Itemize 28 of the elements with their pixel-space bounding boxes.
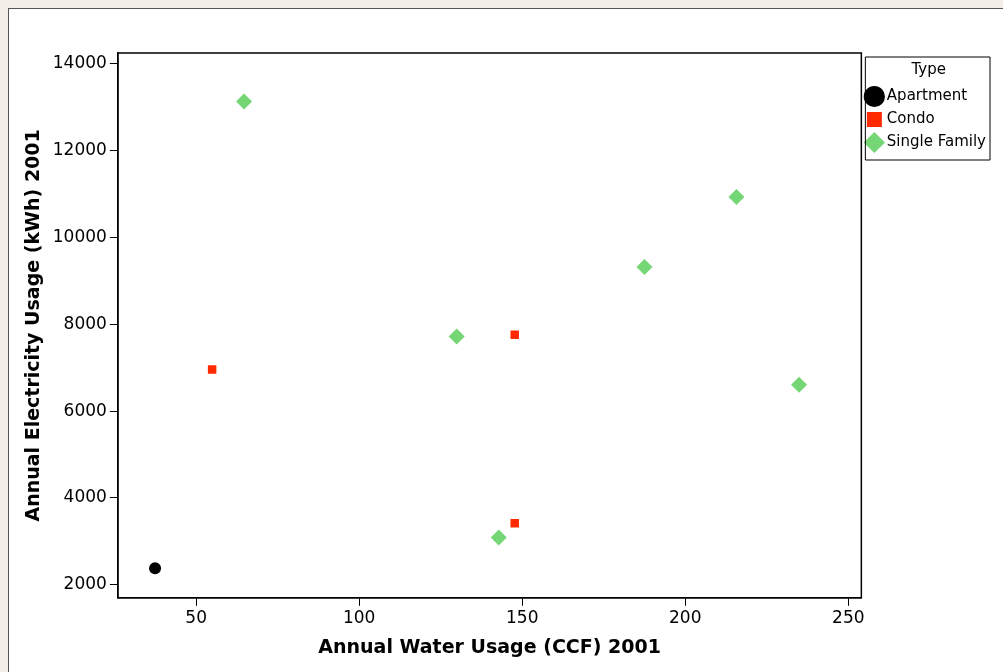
point	[728, 189, 745, 206]
legend-label: Condo	[886, 109, 935, 128]
legend-title: Type	[910, 60, 946, 79]
y-tick-label: 14000	[52, 52, 107, 73]
point	[636, 259, 653, 276]
point	[149, 562, 162, 575]
point	[510, 330, 519, 339]
legend-label: Apartment	[886, 86, 968, 105]
x-tick-label: 200	[669, 607, 702, 628]
legend-label: Single Family	[886, 132, 987, 151]
point	[490, 529, 507, 546]
x-tick-label: 50	[185, 607, 207, 628]
y-tick-label: 2000	[63, 573, 107, 594]
y-tick-label: 10000	[52, 225, 107, 246]
x-tick-label: 250	[832, 607, 865, 628]
point	[791, 376, 808, 393]
y-tick-label: 4000	[63, 486, 107, 507]
y-tick-label: 6000	[63, 399, 107, 420]
point	[448, 328, 465, 345]
x-tick-label: 100	[342, 607, 376, 628]
x-tick-label: 150	[506, 607, 539, 628]
point	[510, 518, 519, 528]
point	[207, 365, 217, 374]
y-axis-title: Annual Electricity Usage (kWh) 2001	[21, 129, 44, 522]
x-axis-title: Annual Water Usage (CCF) 2001	[318, 634, 661, 657]
y-tick-label: 8000	[63, 312, 107, 333]
point	[236, 93, 253, 110]
y-tick-label: 12000	[52, 139, 107, 160]
